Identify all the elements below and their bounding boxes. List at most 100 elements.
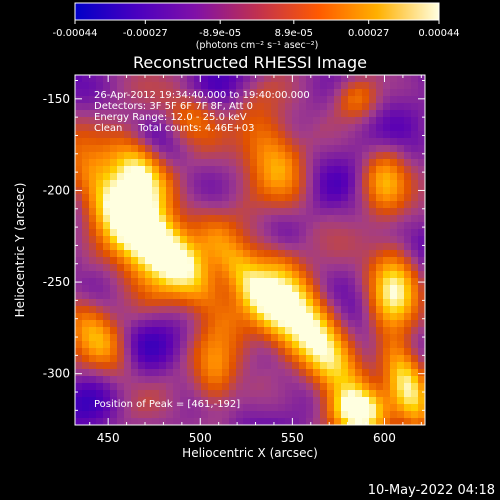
y-axis-label: Heliocentric Y (arcsec) — [13, 183, 27, 318]
heatmap-cell — [159, 383, 166, 390]
heatmap-cell — [187, 229, 194, 236]
heatmap-cell — [243, 285, 250, 292]
heatmap-cell — [117, 257, 124, 264]
heatmap-cell — [243, 187, 250, 194]
heatmap-cell — [264, 103, 271, 110]
heatmap-cell — [152, 404, 159, 411]
heatmap-cell — [397, 152, 404, 159]
heatmap-cell — [383, 411, 390, 418]
heatmap-cell — [75, 159, 82, 166]
heatmap-cell — [313, 257, 320, 264]
heatmap-cell — [376, 138, 383, 145]
heatmap-cell — [306, 89, 313, 96]
heatmap-cell — [208, 418, 215, 425]
heatmap-cell — [180, 418, 187, 425]
heatmap-cell — [229, 145, 236, 152]
heatmap-cell — [278, 362, 285, 369]
heatmap-cell — [348, 418, 355, 425]
heatmap-cell — [320, 75, 327, 82]
heatmap-cell — [131, 96, 138, 103]
heatmap-cell — [411, 264, 418, 271]
heatmap-cell — [334, 110, 341, 117]
heatmap-cell — [229, 82, 236, 89]
heatmap-cell — [138, 243, 145, 250]
heatmap-cell — [271, 271, 278, 278]
heatmap-cell — [89, 173, 96, 180]
heatmap-cell — [320, 236, 327, 243]
heatmap-cell — [313, 299, 320, 306]
heatmap-cell — [334, 180, 341, 187]
heatmap-cell — [250, 292, 257, 299]
heatmap-cell — [376, 124, 383, 131]
heatmap-cell — [285, 229, 292, 236]
heatmap-cell — [397, 124, 404, 131]
heatmap-cell — [243, 75, 250, 82]
heatmap-cell — [82, 208, 89, 215]
heatmap-cell — [278, 229, 285, 236]
heatmap-cell — [201, 222, 208, 229]
heatmap-cell — [285, 117, 292, 124]
heatmap-cell — [208, 103, 215, 110]
heatmap-cell — [201, 82, 208, 89]
heatmap-cell — [215, 110, 222, 117]
heatmap-cell — [355, 159, 362, 166]
heatmap-cell — [285, 292, 292, 299]
heatmap-cell — [299, 236, 306, 243]
heatmap-cell — [306, 187, 313, 194]
heatmap-cell — [215, 166, 222, 173]
heatmap-cell — [334, 285, 341, 292]
heatmap-cell — [390, 89, 397, 96]
heatmap-cell — [411, 229, 418, 236]
heatmap-cell — [215, 236, 222, 243]
heatmap-cell — [117, 180, 124, 187]
heatmap-cell — [201, 96, 208, 103]
heatmap-cell — [117, 215, 124, 222]
heatmap-cell — [418, 124, 425, 131]
heatmap-cell — [103, 257, 110, 264]
heatmap-cell — [397, 341, 404, 348]
heatmap-cell — [145, 75, 152, 82]
heatmap-cell — [334, 411, 341, 418]
heatmap-cell — [376, 355, 383, 362]
heatmap-cell — [145, 390, 152, 397]
heatmap-cell — [257, 187, 264, 194]
heatmap-cell — [152, 369, 159, 376]
heatmap-cell — [306, 173, 313, 180]
heatmap-cell — [362, 89, 369, 96]
heatmap-cell — [278, 341, 285, 348]
heatmap-cell — [390, 397, 397, 404]
heatmap-cell — [397, 390, 404, 397]
heatmap-cell — [376, 397, 383, 404]
heatmap-cell — [390, 411, 397, 418]
heatmap-cell — [208, 250, 215, 257]
heatmap-cell — [313, 397, 320, 404]
heatmap-cell — [145, 376, 152, 383]
heatmap-cell — [383, 299, 390, 306]
heatmap-cell — [194, 404, 201, 411]
heatmap-cell — [369, 299, 376, 306]
heatmap-cell — [145, 229, 152, 236]
heatmap-cell — [306, 82, 313, 89]
heatmap-cell — [243, 152, 250, 159]
heatmap-cell — [411, 110, 418, 117]
heatmap-cell — [299, 348, 306, 355]
heatmap-cell — [82, 75, 89, 82]
heatmap-cell — [138, 306, 145, 313]
heatmap-cell — [327, 110, 334, 117]
heatmap-cell — [369, 257, 376, 264]
heatmap-cell — [411, 278, 418, 285]
heatmap-cell — [334, 348, 341, 355]
heatmap-cell — [376, 348, 383, 355]
heatmap-cell — [355, 222, 362, 229]
heatmap-cell — [306, 390, 313, 397]
heatmap-cell — [348, 152, 355, 159]
heatmap-cell — [236, 376, 243, 383]
heatmap-cell — [96, 313, 103, 320]
heatmap-cell — [208, 75, 215, 82]
heatmap-cell — [110, 299, 117, 306]
heatmap-cell — [103, 243, 110, 250]
heatmap-cell — [362, 103, 369, 110]
heatmap-cell — [355, 383, 362, 390]
heatmap-cell — [264, 152, 271, 159]
heatmap-cell — [313, 208, 320, 215]
